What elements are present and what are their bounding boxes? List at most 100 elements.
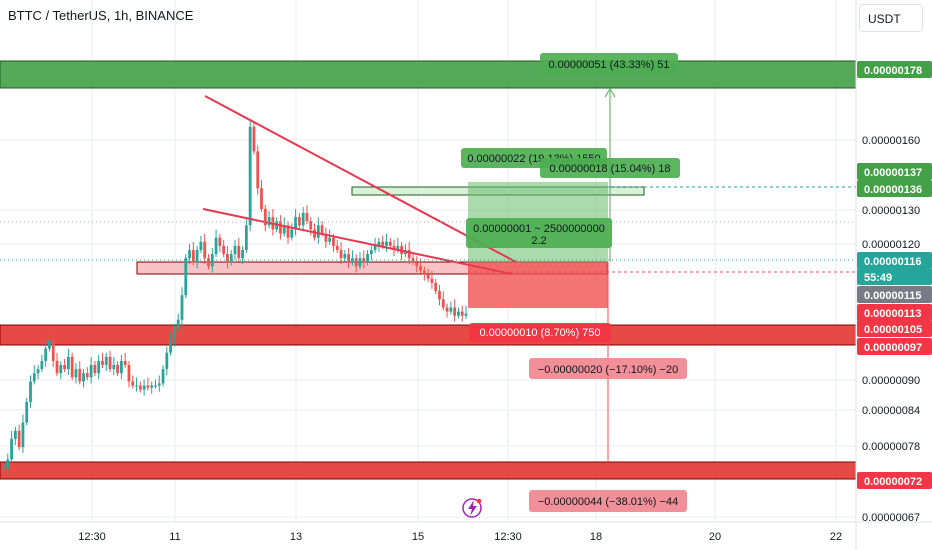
support-zone-mid [0, 324, 857, 346]
price-axis-badge-label: 0.00000137 [864, 167, 922, 179]
candle-body [320, 225, 324, 234]
measure-label-text: 0.00000010 (8.70%) 750 [479, 327, 600, 339]
price-axis[interactable]: 0.00000160 0.00000130 0.00000120 0.00000090… [855, 0, 932, 550]
candle-body [13, 430, 17, 439]
price-axis-badge [857, 180, 932, 197]
time-axis[interactable]: 12:30 11 13 15 12:30 18 20 22 [0, 521, 932, 543]
candle-body [388, 241, 392, 246]
candle-body [78, 369, 82, 382]
candle-body [324, 233, 328, 242]
candle-body [305, 213, 309, 222]
candle-body [297, 217, 301, 226]
support-zone-bottom [0, 461, 857, 480]
candle-body [362, 258, 366, 263]
price-tick-label: 0.00000120 [862, 239, 920, 251]
candle-body [366, 254, 369, 263]
measure-up-arrow [604, 88, 616, 98]
time-tick-label: 11 [169, 531, 180, 543]
measure-label-text: −0.00000044 (−38.01%) −44 [538, 496, 678, 508]
candle-body [199, 241, 203, 250]
candle-body [332, 237, 335, 246]
candle-body [226, 254, 229, 263]
price-axis-badge [857, 163, 932, 180]
price-axis-badge [857, 61, 932, 78]
candle-body [74, 369, 78, 378]
candle-body [173, 328, 176, 341]
candle-body [184, 258, 188, 296]
candle-body [161, 369, 165, 384]
price-axis-badge-label: 0.00000113 [864, 308, 922, 320]
candle-body [165, 352, 169, 370]
candle-body [460, 311, 464, 316]
candle-body [415, 262, 419, 267]
candle-body [354, 258, 358, 267]
candle-body [434, 282, 438, 292]
support-resistance-zones [0, 60, 857, 480]
candle-body [135, 385, 138, 387]
measure-label-box [529, 490, 687, 512]
wedge-lower-line [202, 208, 513, 275]
candle-body [40, 360, 44, 370]
candle-body [426, 274, 430, 279]
price-axis-badge-label: 55:49 [864, 272, 892, 284]
candle-body [169, 340, 173, 353]
candle-body [138, 385, 142, 390]
candle-body [51, 340, 55, 361]
candle-body [385, 241, 388, 246]
candle-body [335, 245, 339, 250]
candle-body [188, 249, 191, 259]
candle-body [6, 459, 10, 468]
candle-body [157, 383, 161, 386]
candle-body [256, 151, 260, 189]
candle-body [244, 225, 248, 250]
time-tick-label: 18 [590, 531, 602, 543]
measure-label-box [540, 53, 678, 75]
candle-body [419, 266, 422, 271]
candle-body [142, 385, 146, 390]
candle-body [309, 221, 313, 230]
candle-body [146, 385, 150, 388]
time-tick-label: 22 [830, 531, 842, 543]
measure-label-text: 2.2 [531, 235, 546, 247]
time-tick-label: 20 [709, 531, 721, 543]
candle-body [407, 249, 411, 259]
wedge-upper-line [204, 95, 517, 263]
candle-body [119, 360, 123, 374]
candle-body [396, 245, 400, 250]
lightning-dot [476, 498, 482, 504]
price-axis-badge-label: 0.00000097 [864, 342, 922, 354]
measure-label-text: 0.00000051 (43.33%) 51 [548, 59, 669, 71]
measure-labels: 0.00000051 (43.33%) 510.00000022 (19.13%… [461, 53, 687, 512]
candle-body [127, 365, 131, 382]
candle-body [176, 319, 180, 329]
price-axis-badge-label: 0.00000136 [864, 184, 922, 196]
candle-body [445, 307, 449, 312]
candle-body [36, 369, 40, 374]
lightning-glyph [468, 500, 477, 516]
price-tick-label: 0.00000090 [862, 375, 920, 387]
measure-label-box [529, 358, 687, 379]
candle-body [63, 365, 66, 370]
candle-body [66, 356, 70, 370]
candle-body [32, 373, 36, 382]
candle-body [82, 373, 85, 382]
symbol-title[interactable]: BTTC / TetherUS, 1h, BINANCE [8, 8, 194, 23]
candle-body [93, 365, 97, 374]
time-tick-label: 13 [290, 531, 302, 543]
candle-body [422, 270, 426, 275]
time-tick-label: 12:30 [494, 531, 522, 543]
candle-body [373, 245, 377, 250]
price-axis-badge-label: 0.00000072 [864, 476, 922, 488]
price-axis-badge [857, 304, 932, 321]
candle-body [89, 365, 93, 378]
price-tick-label: 0.00000130 [862, 205, 920, 217]
candle-body [85, 373, 89, 378]
currency-selector[interactable]: USDT [859, 4, 923, 32]
time-tick-label: 15 [412, 531, 424, 543]
candle-body [453, 307, 457, 316]
time-tick-label: 12:30 [78, 531, 106, 543]
measure-label-box [466, 218, 612, 248]
candle-body [294, 217, 297, 230]
candle-body [441, 299, 445, 308]
